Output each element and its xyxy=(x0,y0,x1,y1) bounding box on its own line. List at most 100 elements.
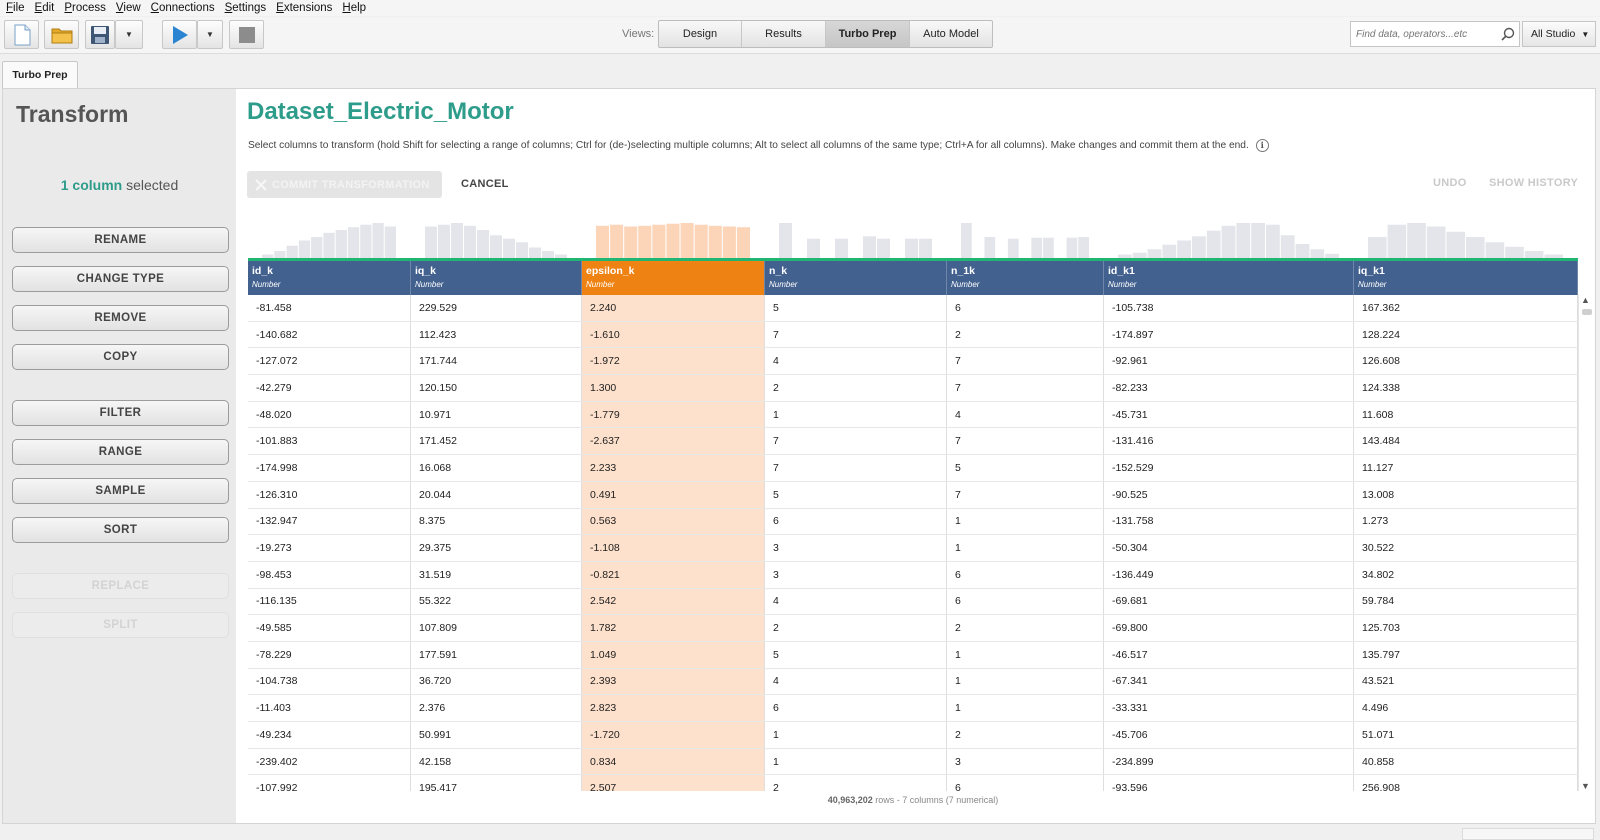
table-row[interactable]: -104.738 36.720 2.393 4 1 -67.341 43.521 xyxy=(248,668,1578,696)
histogram-iq-k1[interactable] xyxy=(1368,223,1563,258)
table-row[interactable]: -78.229 177.591 1.049 5 1 -46.517 135.797 xyxy=(248,641,1578,669)
view-results[interactable]: Results xyxy=(742,21,826,47)
histogram-bar xyxy=(323,232,335,258)
scroll-down-icon[interactable]: ▼ xyxy=(1581,781,1590,791)
table-cell: 10.971 xyxy=(411,401,582,428)
column-header-id-k[interactable]: id_k Number xyxy=(248,261,411,295)
table-row[interactable]: -48.020 10.971 -1.779 1 4 -45.731 11.608 xyxy=(248,401,1578,429)
column-header-id-k1[interactable]: id_k1 Number xyxy=(1104,261,1354,295)
histogram-n-1k[interactable] xyxy=(961,223,1089,258)
view-turbo-prep[interactable]: Turbo Prep xyxy=(826,21,910,47)
view-switcher: Design Results Turbo Prep Auto Model xyxy=(658,20,993,48)
dataset-title: Dataset_Electric_Motor xyxy=(247,98,514,125)
table-row[interactable]: -101.883 171.452 -2.637 7 7 -131.416 143.484 xyxy=(248,428,1578,456)
column-header-iq-k[interactable]: iq_k Number xyxy=(411,261,582,295)
histogram-epsilon-k[interactable] xyxy=(596,223,750,258)
save-options-button[interactable]: ▼ xyxy=(115,20,143,49)
scroll-thumb[interactable] xyxy=(1582,309,1592,315)
table-row[interactable]: -239.402 42.158 0.834 1 3 -234.899 40.858 xyxy=(248,748,1578,776)
copy-button[interactable]: COPY xyxy=(12,344,229,370)
histogram-iq-k[interactable] xyxy=(425,223,567,258)
table-cell: 7 xyxy=(765,428,947,455)
cancel-button[interactable]: CANCEL xyxy=(461,178,509,190)
table-header: id_k Number iq_k Number epsilon_k Number n_k Nu… xyxy=(248,261,1578,295)
run-button[interactable] xyxy=(162,20,197,49)
view-auto-model[interactable]: Auto Model xyxy=(923,28,979,40)
scroll-up-icon[interactable]: ▲ xyxy=(1581,295,1590,305)
table-row[interactable]: -107.992 195.417 2.507 2 6 -93.596 256.908 xyxy=(248,775,1578,791)
tools-icon xyxy=(255,178,267,191)
open-button[interactable] xyxy=(44,20,79,49)
histogram-bar xyxy=(722,226,736,258)
table-row[interactable]: -49.234 50.991 -1.720 1 2 -45.706 51.071 xyxy=(248,722,1578,749)
table-row[interactable]: -126.310 20.044 0.491 5 7 -90.525 13.008 xyxy=(248,481,1578,509)
menu-process[interactable]: Process xyxy=(64,2,106,14)
table-row[interactable]: -140.682 112.423 -1.610 7 2 -174.897 128.224 xyxy=(248,321,1578,349)
search-input[interactable] xyxy=(1351,28,1491,40)
table-body: -81.458 229.529 2.240 5 6 -105.738 167.362 -140… xyxy=(248,295,1578,791)
column-header-n-k[interactable]: n_k Number xyxy=(765,261,947,295)
table-cell: 2.240 xyxy=(582,295,765,321)
sort-button[interactable]: SORT xyxy=(12,517,229,543)
save-button[interactable] xyxy=(85,20,115,49)
table-cell: 1 xyxy=(947,668,1104,695)
table-row[interactable]: -81.458 229.529 2.240 5 6 -105.738 167.362 xyxy=(248,295,1578,322)
view-design[interactable]: Design xyxy=(659,21,742,47)
table-row[interactable]: -19.273 29.375 -1.108 3 1 -50.304 30.522 xyxy=(248,535,1578,562)
column-header-iq-k1[interactable]: iq_k1 Number xyxy=(1354,261,1578,295)
table-row[interactable]: -174.998 16.068 2.233 7 5 -152.529 11.127 xyxy=(248,455,1578,482)
histogram-id-k[interactable] xyxy=(262,223,396,258)
table-row[interactable]: -116.135 55.322 2.542 4 6 -69.681 59.784 xyxy=(248,588,1578,616)
filter-button[interactable]: FILTER xyxy=(12,400,229,426)
menu-file[interactable]: File xyxy=(6,2,25,14)
remove-button[interactable]: REMOVE xyxy=(12,305,229,331)
selected-count: 1 column xyxy=(60,177,123,193)
menu-extensions[interactable]: Extensions xyxy=(276,2,333,14)
table-cell: -19.273 xyxy=(248,535,411,561)
table-cell: 0.834 xyxy=(582,748,765,775)
histogram-bar xyxy=(1524,251,1544,258)
column-header-epsilon-k[interactable]: epsilon_k Number xyxy=(582,261,765,295)
change-type-button[interactable]: CHANGE TYPE xyxy=(12,266,229,292)
table-cell: -45.731 xyxy=(1104,401,1354,428)
histogram-bar xyxy=(1078,237,1089,258)
histogram-id-k1[interactable] xyxy=(1118,223,1339,258)
search-scope-dropdown[interactable]: All Studio ▼ xyxy=(1522,21,1596,47)
table-cell: -90.525 xyxy=(1104,481,1354,508)
range-button[interactable]: RANGE xyxy=(12,439,229,465)
sample-button[interactable]: SAMPLE xyxy=(12,478,229,504)
vertical-scrollbar[interactable]: ▲ ▼ xyxy=(1578,295,1594,791)
table-row[interactable]: -49.585 107.809 1.782 2 2 -69.800 125.703 xyxy=(248,615,1578,642)
table-cell: -50.304 xyxy=(1104,535,1354,561)
histogram-n-k[interactable] xyxy=(779,223,932,258)
toolbar: ▼ ▼ Views: Design Results Turbo Prep Auto M… xyxy=(0,17,1600,54)
table-cell: 4 xyxy=(765,588,947,615)
undo-button[interactable]: UNDO xyxy=(1433,177,1467,189)
table-cell: 229.529 xyxy=(411,295,582,321)
table-row[interactable]: -127.072 171.744 -1.972 4 7 -92.961 126.608 xyxy=(248,348,1578,376)
replace-button[interactable]: REPLACE xyxy=(12,573,229,599)
info-icon[interactable]: i xyxy=(1255,139,1269,152)
table-row[interactable]: -42.279 120.150 1.300 2 7 -82.233 124.338 xyxy=(248,375,1578,402)
table-row[interactable]: -98.453 31.519 -0.821 3 6 -136.449 34.802 xyxy=(248,561,1578,589)
menu-help[interactable]: Help xyxy=(342,2,367,14)
tab-turbo-prep[interactable]: Turbo Prep xyxy=(2,61,78,88)
search-icon[interactable] xyxy=(1501,27,1515,41)
show-history-button[interactable]: SHOW HISTORY xyxy=(1489,177,1579,189)
split-button[interactable]: SPLIT xyxy=(12,612,229,638)
menu-view[interactable]: View xyxy=(115,2,141,14)
menu-connections[interactable]: Connections xyxy=(150,2,215,14)
table-row[interactable]: -132.947 8.375 0.563 6 1 -131.758 1.273 xyxy=(248,508,1578,536)
column-name: epsilon_k xyxy=(586,265,635,277)
rename-button[interactable]: RENAME xyxy=(12,227,229,253)
column-header-n-1k[interactable]: n_1k Number xyxy=(947,261,1104,295)
table-cell: 2 xyxy=(947,321,1104,348)
menu-settings[interactable]: Settings xyxy=(224,2,267,14)
run-options-button[interactable]: ▼ xyxy=(197,20,223,49)
new-process-button[interactable] xyxy=(4,20,39,49)
menu-edit[interactable]: Edit xyxy=(34,2,55,14)
stop-button[interactable] xyxy=(229,20,264,49)
commit-transformation-button[interactable]: COMMIT TRANSFORMATION xyxy=(247,171,442,198)
table-row[interactable]: -11.403 2.376 2.823 6 1 -33.331 4.496 xyxy=(248,695,1578,722)
table-cell: 135.797 xyxy=(1354,641,1578,668)
